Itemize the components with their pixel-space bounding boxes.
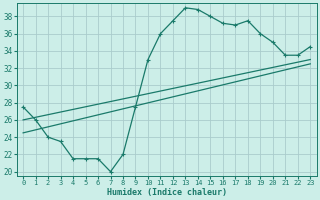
X-axis label: Humidex (Indice chaleur): Humidex (Indice chaleur) (107, 188, 227, 197)
